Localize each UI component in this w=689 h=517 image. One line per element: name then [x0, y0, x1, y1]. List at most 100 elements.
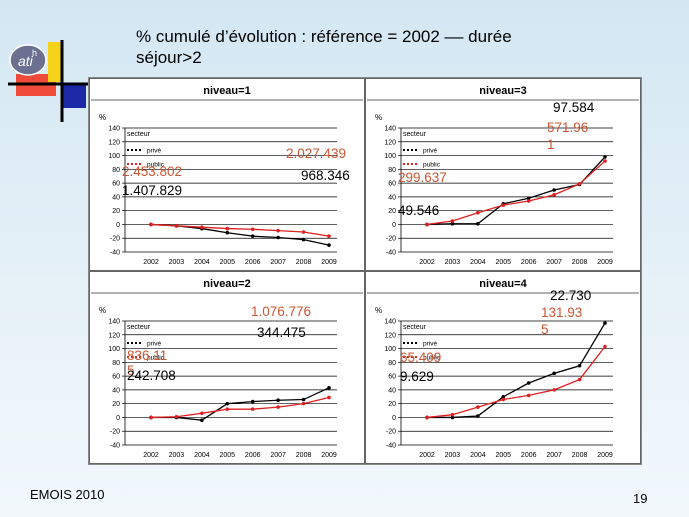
- chart-3-series-prive-point: [276, 398, 280, 403]
- chart-2-legend-label-prive: privé: [423, 148, 437, 155]
- chart-4-title: niveau=4: [479, 278, 527, 290]
- chart-3-ytick-label: -40: [110, 443, 120, 450]
- chart-1-legend-title: secteur: [127, 131, 151, 138]
- chart-2-series-public-point: [425, 222, 429, 227]
- chart-2-series-public-point: [501, 203, 506, 207]
- chart-3-ytick-label: 120: [108, 332, 120, 339]
- chart-1-title: niveau=1: [203, 85, 250, 97]
- chart-3-ytick-label: 60: [112, 374, 120, 381]
- chart-4-legend-label-public: public: [423, 355, 441, 362]
- chart-4-xtick-label: 2002: [419, 452, 435, 459]
- chart-3-ytick-label: 0: [116, 415, 120, 422]
- chart-1-series-public-point: [174, 224, 179, 228]
- chart-3-xtick-label: 2005: [219, 452, 235, 459]
- chart-3-xtick-label: 2009: [321, 452, 337, 459]
- chart-2-xtick-label: 2005: [495, 259, 511, 266]
- chart-2-xtick-label: 2003: [445, 259, 461, 266]
- chart-4-xtick-label: 2003: [445, 452, 461, 459]
- chart-4-series-public-line: [426, 346, 606, 419]
- chart-3-annotation-orange: 836.11: [127, 348, 167, 363]
- chart-3-xtick-label: 2008: [296, 452, 312, 459]
- chart-2-xtick-label: 2002: [419, 259, 435, 266]
- chart-2-series-public-line: [426, 160, 606, 226]
- chart-4-ytick-label: 0: [392, 415, 396, 422]
- chart-3-legend-label-public: public: [147, 355, 165, 362]
- chart-2-title: niveau=3: [479, 85, 526, 97]
- chart-3-series-public-point: [174, 414, 179, 419]
- chart-4-series-prive-point: [552, 371, 556, 376]
- chart-1-series-public-point: [276, 228, 280, 233]
- chart-3-series-public-line: [150, 396, 330, 419]
- chart-2-series-prive-point: [552, 188, 556, 192]
- chart-4-ytick-label: 80: [388, 360, 396, 367]
- chart-4-series-prive-line: [427, 322, 606, 419]
- chart-2-series-public-point: [577, 182, 582, 186]
- chart-1-ytick-label: 120: [108, 139, 120, 146]
- chart-4-series-public-point: [450, 412, 455, 417]
- chart-4-series-public-point: [526, 393, 531, 398]
- chart-3-series-public-point: [225, 407, 230, 411]
- chart-1-ytick-label: 80: [112, 167, 120, 174]
- chart-2-xtick-label: 2007: [546, 259, 562, 266]
- chart-1-ytick-label: 60: [112, 181, 120, 188]
- chart-2-series-public-point: [526, 199, 531, 203]
- chart-1-series-public-point: [200, 225, 204, 229]
- chart-3-annotation-orange: 5: [127, 363, 135, 378]
- chart-4-series-prive-point: [526, 381, 531, 385]
- chart-2-ytick-label: 140: [384, 126, 396, 133]
- chart-4-series-public-point: [501, 397, 506, 402]
- chart-4-annotation-orange: 131.93: [541, 305, 582, 320]
- chart-4-ytick-label: 140: [384, 319, 396, 326]
- chart-3-ytick-label: 20: [112, 401, 120, 408]
- chart-2-ytick-label: -40: [386, 250, 396, 257]
- chart-1-ytick-label: 20: [112, 208, 120, 215]
- chart-1-series-prive-point: [301, 237, 306, 242]
- chart-2-ytick-label: 120: [384, 139, 396, 146]
- logo-text: ati: [18, 53, 34, 69]
- chart-3-ytick-label: 140: [108, 319, 120, 326]
- chart-1-series-public-point: [225, 226, 230, 231]
- logo-blue-block: [62, 84, 86, 108]
- chart-2-ytick-label: 0: [392, 222, 396, 229]
- chart-1-series-public-point: [250, 227, 255, 232]
- chart-4-legend-title: secteur: [403, 324, 427, 331]
- chart-3-series-prive-point: [200, 418, 204, 422]
- chart-1-ytick-label: -20: [110, 236, 120, 243]
- chart-2-legend-title: secteur: [403, 131, 427, 138]
- chart-4-series-public-point: [476, 405, 480, 409]
- chart-2-annotation-orange: 571.96: [547, 120, 588, 135]
- chart-2-ytick-label: 80: [388, 167, 396, 174]
- chart-4-legend-label-prive: privé: [423, 341, 437, 348]
- chart-2-ytick-label: 60: [388, 181, 396, 188]
- chart-1-annotation-black: 968.346: [301, 168, 350, 183]
- chart-1-series-public-point: [301, 230, 306, 234]
- chart-4-xtick-label: 2009: [597, 452, 613, 459]
- chart-2-ytick-label: -20: [386, 236, 396, 243]
- chart-3-ytick-label: 100: [108, 346, 120, 353]
- chart-4-series-prive-point: [501, 394, 506, 399]
- chart-4-series-public-point: [425, 415, 429, 420]
- chart-4-xtick-label: 2005: [495, 452, 511, 459]
- chart-1-legend-label-public: public: [147, 162, 165, 169]
- chart-1-xtick-label: 2005: [219, 259, 235, 266]
- chart-4-series-public-point: [552, 388, 556, 392]
- chart-3-series-public-point: [149, 415, 153, 420]
- chart-2-series-prive-point: [526, 196, 531, 201]
- chart-panel-niveau-3: niveau=3%140 120 100 80 60 40 20 0 -20 -40 2002 200…: [365, 78, 641, 271]
- chart-2-annotation-orange: 1: [547, 137, 555, 152]
- chart-3-ylabel: %: [99, 306, 106, 315]
- chart-3-series-public-point: [301, 401, 306, 406]
- chart-3-xtick-label: 2003: [169, 452, 185, 459]
- chart-3-series-public-point: [276, 405, 280, 409]
- chart-3-series-prive-point: [225, 401, 230, 406]
- chart-4-series-prive-point: [476, 414, 480, 418]
- chart-3-series-prive-line: [151, 387, 330, 421]
- chart-1-ytick-label: 100: [108, 153, 120, 160]
- chart-2-annotation-black: 49.546: [398, 203, 439, 218]
- chart-1-ytick-label: 140: [108, 126, 120, 133]
- chart-3-series-public-point: [327, 395, 331, 400]
- chart-3-series-prive-point: [327, 386, 331, 390]
- chart-4-ylabel: %: [375, 306, 382, 315]
- chart-1-annotation-orange: 2.027.439: [286, 146, 346, 161]
- chart-2-annotation-black: 97.584: [553, 100, 595, 115]
